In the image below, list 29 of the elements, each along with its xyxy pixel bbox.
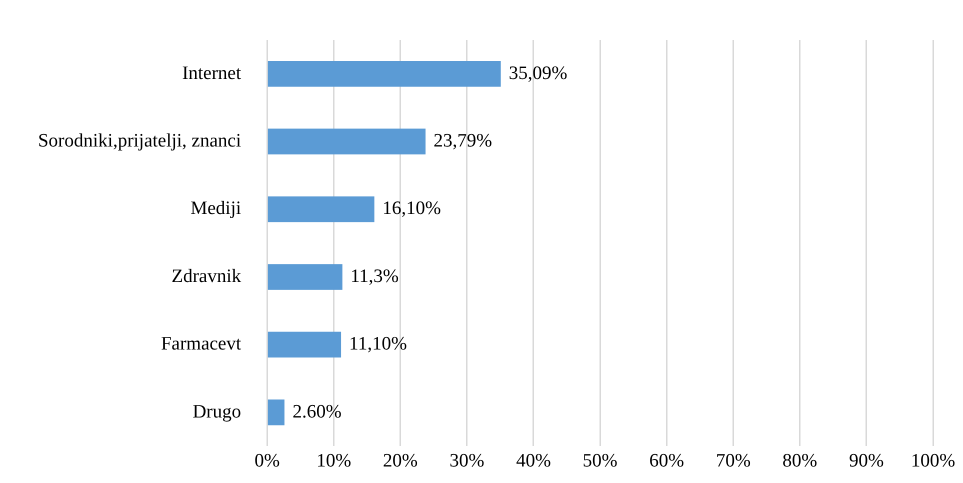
x-tick-label: 30% (449, 450, 484, 472)
bar (268, 196, 374, 222)
data-label: 11,3% (350, 266, 399, 287)
x-tick-label: 40% (516, 450, 552, 472)
y-tick-label: Internet (182, 62, 242, 84)
x-tick-label: 70% (716, 450, 751, 472)
bar (268, 128, 426, 154)
y-tick-label: Drugo (192, 401, 242, 422)
x-tick-label: 20% (382, 450, 418, 472)
x-tick-label: 80% (782, 450, 818, 472)
data-label: 23,79% (434, 130, 492, 152)
data-label: 35,09% (508, 62, 568, 84)
bar (268, 399, 284, 426)
y-tick-label: Mediji (190, 198, 242, 220)
bar (268, 60, 501, 87)
x-tick-label: 100% (910, 450, 956, 472)
y-tick-label: Zdravnik (171, 266, 242, 287)
x-tick-label: 50% (582, 450, 618, 472)
x-tick-label: 0% (254, 450, 280, 472)
data-label: 2.60% (292, 401, 342, 422)
y-tick-label: Farmacevt (160, 334, 242, 355)
x-tick-label: 10% (316, 450, 352, 472)
x-tick-label: 90% (849, 450, 884, 472)
data-label: 11,10% (349, 334, 408, 355)
bar (268, 332, 342, 358)
data-label: 16,10% (382, 198, 442, 220)
x-tick-label: 60% (649, 450, 684, 472)
y-tick-label: Sorodniki,prijatelji, znanci (38, 130, 242, 152)
bar (268, 264, 342, 290)
